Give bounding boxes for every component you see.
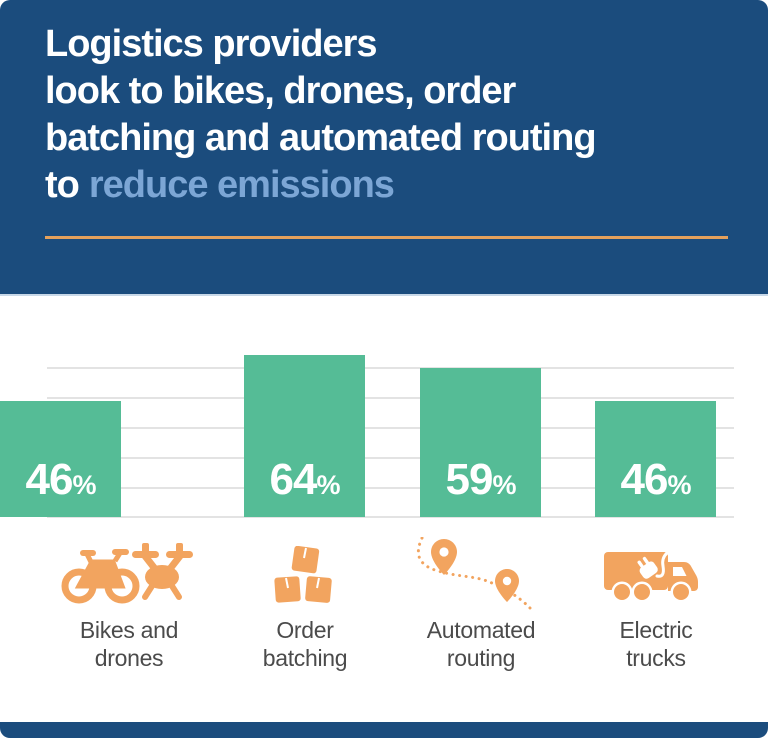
category-label-bikes-drones: Bikes and drones xyxy=(41,616,217,672)
label-line: Bikes and xyxy=(79,617,179,643)
header-panel: Logistics providers look to bikes, drone… xyxy=(0,0,768,296)
label-line: Order xyxy=(276,617,334,643)
bar-bikes-drones: 64% xyxy=(244,355,365,517)
bar-automated-routing: 46% xyxy=(595,401,716,517)
value-unit: % xyxy=(72,470,96,500)
value-label: 46% xyxy=(595,455,716,505)
footer-bar xyxy=(0,722,768,738)
headline-accent: reduce emissions xyxy=(88,164,395,206)
electric-truck-icon xyxy=(602,546,702,604)
value-unit: % xyxy=(316,470,340,500)
gridline xyxy=(47,516,734,518)
gridline xyxy=(47,367,734,369)
value-number: 59 xyxy=(445,455,494,504)
gridline xyxy=(47,427,734,429)
category-label-order-batching: Order batching xyxy=(217,616,393,672)
value-number: 64 xyxy=(269,455,318,504)
gridline xyxy=(47,487,734,489)
value-label: 46% xyxy=(0,455,121,505)
bar-chart: 64% 59% 46% 46% xyxy=(0,296,768,738)
route-pins-icon xyxy=(414,537,546,613)
headline-line1: Logistics providers xyxy=(45,23,378,65)
headline-line4: to reduce emissions xyxy=(45,162,735,209)
gridline xyxy=(47,397,734,399)
bike-and-drone-icon xyxy=(58,541,196,605)
label-line: batching xyxy=(262,645,348,671)
gridline xyxy=(47,457,734,459)
label-line: Automated xyxy=(426,617,536,643)
label-line: routing xyxy=(446,645,516,671)
bar-electric-trucks: 46% xyxy=(0,401,121,517)
value-unit: % xyxy=(492,470,516,500)
divider-line xyxy=(45,236,728,239)
value-unit: % xyxy=(667,470,691,500)
label-line: trucks xyxy=(626,645,686,671)
headline-line2: look to bikes, drones, order xyxy=(45,70,516,112)
label-line: Electric xyxy=(619,617,693,643)
value-number: 46 xyxy=(25,455,74,504)
headline-prefix: to xyxy=(45,164,80,206)
value-number: 46 xyxy=(620,455,669,504)
category-label-electric-trucks: Electric trucks xyxy=(568,616,744,672)
category-label-automated-routing: Automated routing xyxy=(393,616,569,672)
headline-line3: batching and automated routing xyxy=(45,117,597,159)
headline: Logistics providers look to bikes, drone… xyxy=(45,21,735,209)
stacked-boxes-icon xyxy=(272,546,336,606)
label-line: drones xyxy=(94,645,164,671)
bar-order-batching: 59% xyxy=(420,368,541,517)
value-label: 64% xyxy=(244,455,365,505)
value-label: 59% xyxy=(420,455,541,505)
